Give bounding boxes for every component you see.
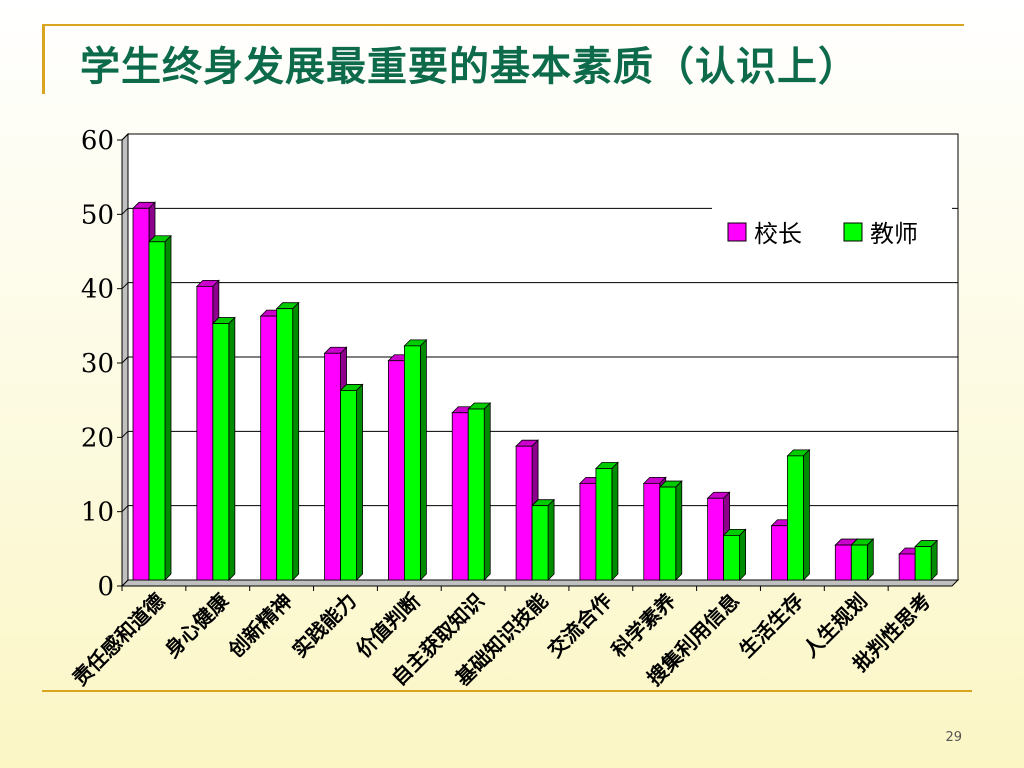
bar-principal bbox=[707, 497, 725, 581]
floor bbox=[120, 579, 960, 587]
gridline-depth bbox=[121, 133, 129, 141]
gridline-depth bbox=[121, 430, 129, 438]
bar-teacher bbox=[723, 535, 741, 581]
bar-teacher bbox=[148, 241, 166, 581]
bar-teacher bbox=[787, 455, 804, 581]
y-tick-label: 0 bbox=[97, 572, 114, 602]
gridline-depth bbox=[121, 356, 129, 364]
bar-teacher bbox=[403, 345, 421, 581]
bar-teacher bbox=[914, 546, 932, 581]
top-decorative-rule bbox=[42, 24, 964, 26]
bar-side bbox=[930, 539, 938, 581]
x-tick-label: 身心健康 bbox=[160, 588, 234, 662]
bar-teacher bbox=[276, 308, 294, 581]
legend-swatch-teacher bbox=[843, 222, 863, 242]
y-tick-label: 20 bbox=[81, 423, 114, 453]
bar-side bbox=[547, 498, 555, 581]
bar-teacher bbox=[659, 486, 677, 581]
bar-teacher bbox=[212, 323, 230, 581]
bar-side bbox=[164, 234, 172, 581]
bar-layer bbox=[132, 201, 939, 581]
gridline-depth bbox=[121, 505, 129, 513]
bar-side bbox=[228, 316, 236, 581]
y-tick-label: 50 bbox=[81, 200, 114, 230]
bar-principal bbox=[898, 553, 916, 581]
bar-side bbox=[611, 461, 619, 581]
legend-label-teacher: 教师 bbox=[870, 220, 918, 248]
legend-label-principal: 校长 bbox=[754, 220, 802, 248]
y-tick-label: 60 bbox=[81, 126, 114, 156]
bar-side bbox=[356, 383, 363, 581]
bar-teacher bbox=[467, 408, 485, 581]
bar-principal bbox=[260, 315, 278, 581]
bar-side bbox=[866, 538, 874, 581]
bar-principal bbox=[196, 285, 214, 581]
bottom-decorative-rule bbox=[42, 690, 972, 692]
axis-layer: 0 10 20 30 40 50 60 bbox=[81, 126, 959, 602]
label-layer: 责任感和道德身心健康创新精神实践能力价值判断自主获取知识基础知识技能交流合作科学… bbox=[68, 588, 936, 691]
bar-teacher bbox=[531, 505, 549, 581]
gridline-depth bbox=[121, 282, 129, 290]
bar-principal bbox=[132, 207, 150, 581]
bar-side bbox=[483, 402, 491, 581]
bar-principal bbox=[324, 352, 341, 581]
gridline-depth bbox=[121, 207, 129, 215]
bar-side bbox=[419, 338, 427, 581]
y-tick-label: 40 bbox=[81, 275, 114, 305]
y-tick-label: 10 bbox=[81, 498, 114, 528]
page-number: 29 bbox=[945, 730, 962, 745]
x-tick-label: 生活生存 bbox=[734, 589, 808, 663]
bar-side bbox=[803, 448, 810, 581]
bar-principal bbox=[515, 445, 533, 581]
slide-title: 学生终身发展最重要的基本素质（认识上） bbox=[80, 43, 859, 90]
bar-principal bbox=[451, 412, 469, 581]
bar-principal bbox=[643, 482, 661, 581]
bar-teacher bbox=[595, 468, 613, 581]
bar-side bbox=[675, 480, 683, 581]
x-tick-label: 交流合作 bbox=[543, 589, 617, 663]
y-tick-label: 30 bbox=[81, 349, 114, 379]
bar-principal bbox=[387, 360, 405, 581]
legend-swatch-principal bbox=[727, 222, 747, 242]
bar-principal bbox=[771, 525, 788, 581]
bar-principal bbox=[579, 482, 597, 581]
left-decorative-rule bbox=[42, 26, 45, 94]
x-tick-label: 创新精神 bbox=[223, 589, 297, 663]
x-tick-label: 责任感和道德 bbox=[68, 589, 170, 691]
bar-teacher bbox=[340, 390, 357, 581]
legend: 校长 教师 bbox=[712, 205, 952, 267]
bar-side bbox=[739, 528, 747, 581]
bar-teacher bbox=[850, 544, 868, 581]
bar-principal bbox=[834, 544, 852, 581]
x-tick-label: 实践能力 bbox=[287, 589, 361, 663]
legend-background bbox=[712, 205, 952, 267]
bar-side bbox=[292, 301, 300, 581]
